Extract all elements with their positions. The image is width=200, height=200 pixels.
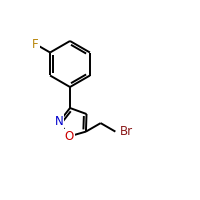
Text: F: F bbox=[32, 38, 39, 50]
Text: Br: Br bbox=[120, 125, 133, 138]
Text: N: N bbox=[55, 115, 64, 128]
Text: O: O bbox=[64, 130, 74, 143]
